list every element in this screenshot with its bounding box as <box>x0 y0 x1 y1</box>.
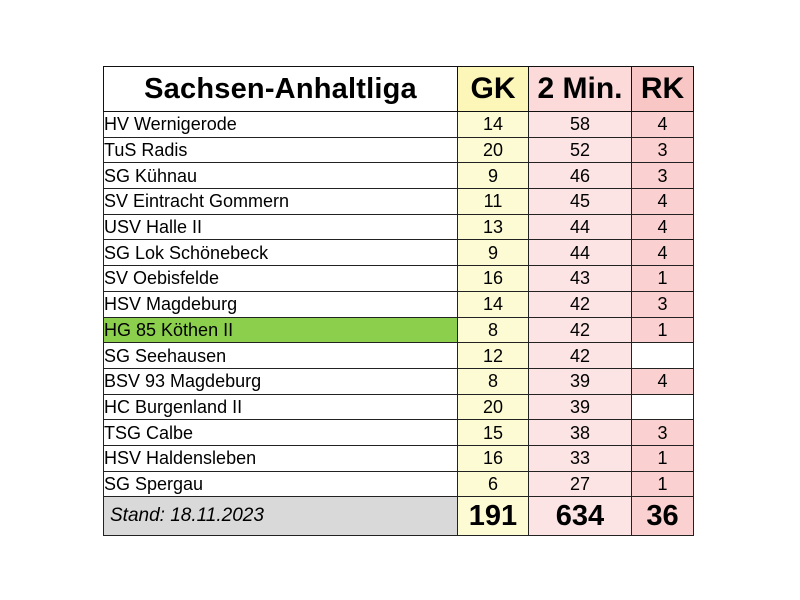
gk-value: 14 <box>457 111 529 138</box>
gk-value: 8 <box>457 367 529 395</box>
team-name: HSV Haldensleben <box>103 444 458 472</box>
footer-row: Stand: 18.11.2023 191 634 36 <box>103 496 694 537</box>
team-name: HV Wernigerode <box>103 111 458 138</box>
two-min-value: 39 <box>528 393 632 421</box>
table-row: SV Eintracht Gommern 11 45 4 <box>103 188 694 215</box>
gk-value: 8 <box>457 316 529 344</box>
table-row: HSV Magdeburg 14 42 3 <box>103 290 694 318</box>
rk-value: 3 <box>631 136 694 164</box>
rk-total: 36 <box>631 496 694 537</box>
two-min-value: 42 <box>528 316 632 344</box>
gk-value: 14 <box>457 290 529 318</box>
table-row: SG Spergau 6 27 1 <box>103 470 694 498</box>
rk-value: 3 <box>631 162 694 190</box>
gk-value: 12 <box>457 342 529 369</box>
header-row: Sachsen-Anhaltliga GK 2 Min. RK <box>103 66 694 112</box>
rk-value: 4 <box>631 367 694 395</box>
header-two-min: 2 Min. <box>528 66 632 112</box>
rk-value: 4 <box>631 188 694 215</box>
two-min-value: 45 <box>528 188 632 215</box>
table-row: SG Seehausen 12 42 <box>103 342 694 369</box>
rk-value: 4 <box>631 213 694 241</box>
table-row: HG 85 Köthen II 8 42 1 <box>103 316 694 344</box>
gk-value: 15 <box>457 419 529 446</box>
header-rk: RK <box>631 66 694 112</box>
team-name: HC Burgenland II <box>103 393 458 421</box>
two-min-value: 38 <box>528 419 632 446</box>
gk-total: 191 <box>457 496 529 537</box>
team-name: USV Halle II <box>103 213 458 241</box>
two-min-value: 33 <box>528 444 632 472</box>
table-row: HC Burgenland II 20 39 <box>103 393 694 421</box>
two-min-value: 27 <box>528 470 632 498</box>
header-gk: GK <box>457 66 529 112</box>
team-name: SG Seehausen <box>103 342 458 369</box>
two-min-value: 42 <box>528 290 632 318</box>
table-row: TuS Radis 20 52 3 <box>103 136 694 164</box>
league-title: Sachsen-Anhaltliga <box>103 66 458 112</box>
two-min-value: 44 <box>528 239 632 267</box>
gk-value: 6 <box>457 470 529 498</box>
table-row: SV Oebisfelde 16 43 1 <box>103 265 694 292</box>
gk-value: 16 <box>457 265 529 292</box>
table-row: HV Wernigerode 14 58 4 <box>103 111 694 138</box>
team-name: SV Oebisfelde <box>103 265 458 292</box>
gk-value: 13 <box>457 213 529 241</box>
team-name: SV Eintracht Gommern <box>103 188 458 215</box>
two-min-value: 58 <box>528 111 632 138</box>
team-name: HSV Magdeburg <box>103 290 458 318</box>
gk-value: 20 <box>457 136 529 164</box>
two-min-value: 46 <box>528 162 632 190</box>
table-row: SG Lok Schönebeck 9 44 4 <box>103 239 694 267</box>
two-min-total: 634 <box>528 496 632 537</box>
gk-value: 9 <box>457 239 529 267</box>
team-name: SG Lok Schönebeck <box>103 239 458 267</box>
two-min-value: 39 <box>528 367 632 395</box>
stand-date: Stand: 18.11.2023 <box>103 496 458 537</box>
rk-value <box>631 393 694 421</box>
table-row: BSV 93 Magdeburg 8 39 4 <box>103 367 694 395</box>
team-name: TuS Radis <box>103 136 458 164</box>
rk-value: 4 <box>631 111 694 138</box>
gk-value: 11 <box>457 188 529 215</box>
rk-value: 1 <box>631 444 694 472</box>
rk-value: 4 <box>631 239 694 267</box>
two-min-value: 52 <box>528 136 632 164</box>
team-name: SG Kühnau <box>103 162 458 190</box>
two-min-value: 44 <box>528 213 632 241</box>
table-row: SG Kühnau 9 46 3 <box>103 162 694 190</box>
two-min-value: 43 <box>528 265 632 292</box>
rk-value: 1 <box>631 265 694 292</box>
rk-value: 3 <box>631 419 694 446</box>
gk-value: 20 <box>457 393 529 421</box>
team-name: TSG Calbe <box>103 419 458 446</box>
rk-value: 3 <box>631 290 694 318</box>
rk-value: 1 <box>631 316 694 344</box>
table-row: USV Halle II 13 44 4 <box>103 213 694 241</box>
rk-value: 1 <box>631 470 694 498</box>
gk-value: 9 <box>457 162 529 190</box>
penalty-stats-table: Sachsen-Anhaltliga GK 2 Min. RK HV Werni… <box>103 66 694 537</box>
team-name: BSV 93 Magdeburg <box>103 367 458 395</box>
table-row: TSG Calbe 15 38 3 <box>103 419 694 446</box>
table-row: HSV Haldensleben 16 33 1 <box>103 444 694 472</box>
rk-value <box>631 342 694 369</box>
team-name: HG 85 Köthen II <box>103 316 458 344</box>
gk-value: 16 <box>457 444 529 472</box>
team-name: SG Spergau <box>103 470 458 498</box>
two-min-value: 42 <box>528 342 632 369</box>
